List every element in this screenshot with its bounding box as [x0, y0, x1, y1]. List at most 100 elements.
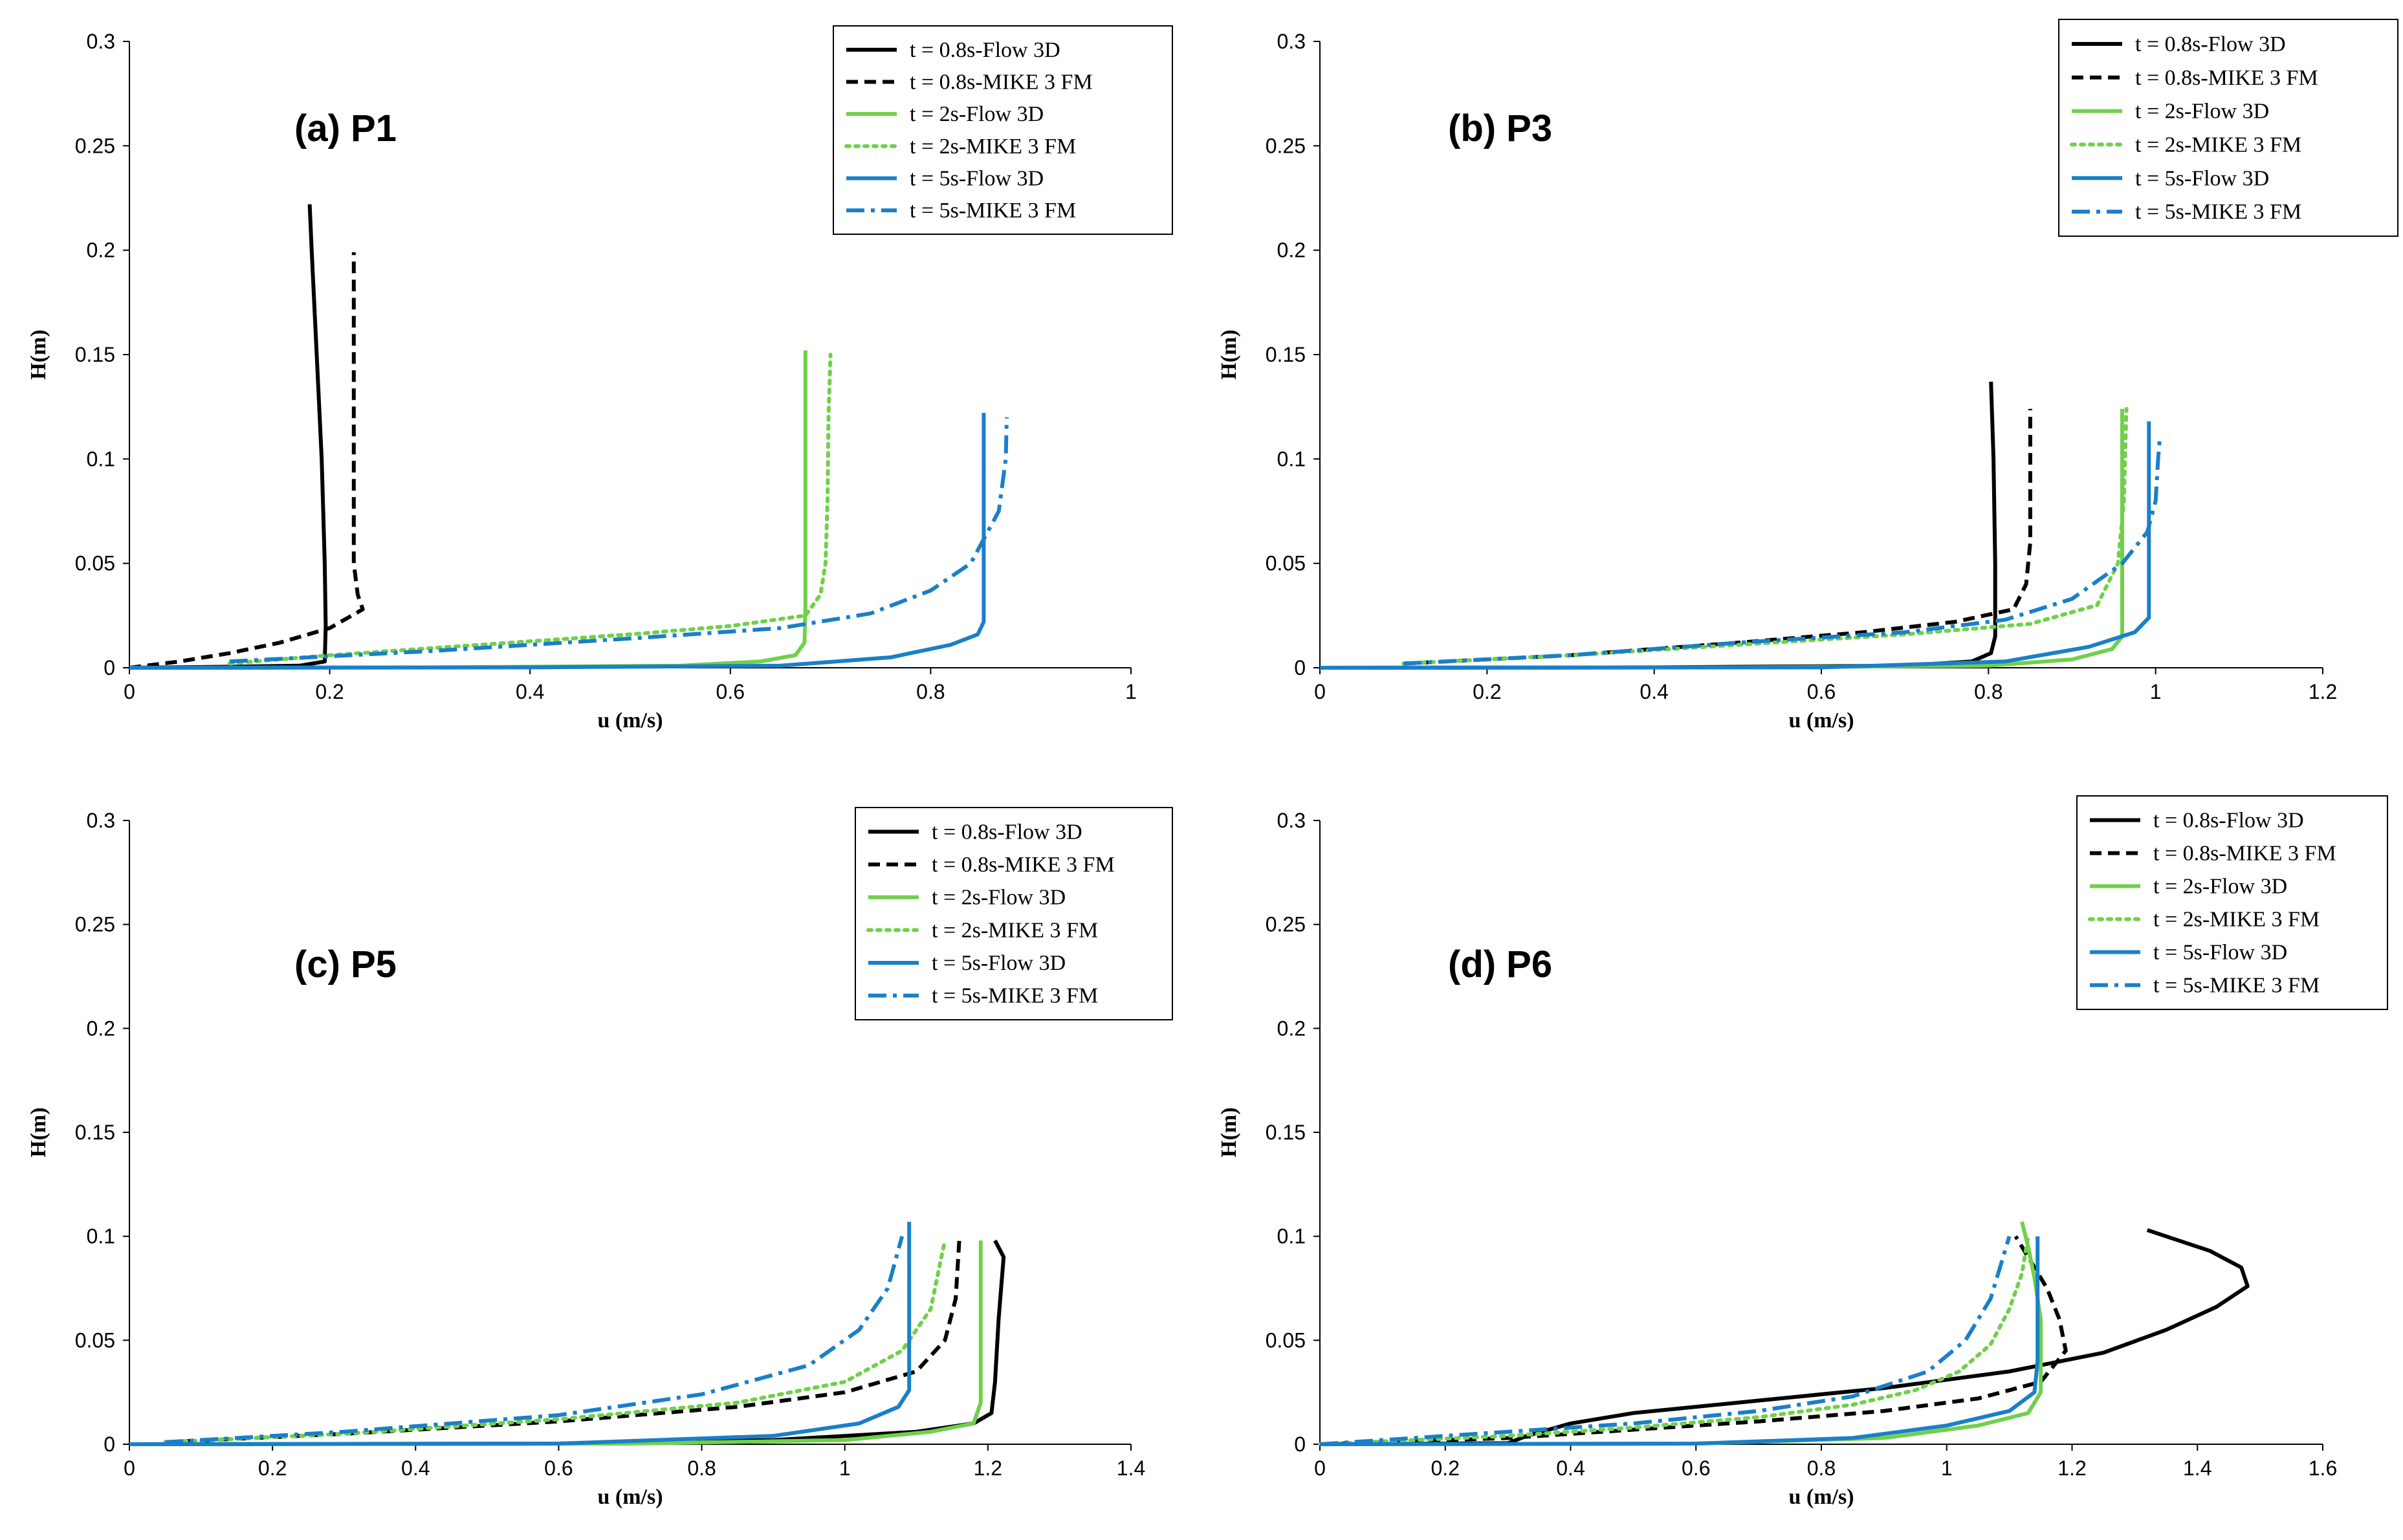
series-line-4	[163, 1238, 947, 1444]
x-tick-label: 0.4	[1556, 1457, 1585, 1480]
x-tick-label: 0.8	[1807, 1457, 1836, 1480]
y-tick-label: 0.3	[1277, 809, 1306, 832]
legend-label: t = 2s-MIKE 3 FM	[932, 918, 1098, 942]
series-line-2	[1403, 408, 2032, 666]
x-tick-label: 1.4	[2183, 1457, 2211, 1480]
x-tick-label: 1.2	[974, 1457, 1002, 1480]
x-axis-label: u (m/s)	[597, 709, 663, 732]
series-line-5	[1319, 421, 2151, 670]
legend-label: t = 2s-Flow 3D	[932, 886, 1066, 910]
y-tick-label: 0.3	[87, 30, 115, 53]
legend-label: t = 5s-MIKE 3 FM	[932, 984, 1098, 1008]
legend-label: t = 0.8s-MIKE 3 FM	[2153, 842, 2336, 866]
legend: t = 0.8s-Flow 3D t = 0.8s-MIKE 3 FM t = 2s…	[2058, 19, 2398, 237]
x-tick-label: 0	[124, 1457, 135, 1480]
x-tick-label: 1	[839, 1457, 851, 1480]
legend-label: t = 5s-Flow 3D	[2135, 166, 2269, 190]
y-tick-label: 0.25	[1266, 913, 1306, 936]
panel-title: (b) P3	[1448, 107, 1552, 149]
x-tick-label: 1.2	[2309, 680, 2337, 703]
chart-panel-4: 0 0.05 0.1 0.15 0.2 0.25 0.3 0 0.2 0.4 0.6 0.8 1 1.2 1…	[1217, 795, 2388, 1509]
x-tick-label: 0.8	[1974, 680, 2003, 703]
series-line-6	[1403, 437, 2162, 666]
legend-label: t = 0.8s-MIKE 3 FM	[932, 853, 1115, 877]
legend-label: t = 2s-Flow 3D	[2153, 875, 2287, 899]
panel-title: (d) P6	[1448, 943, 1552, 985]
y-tick-label: 0.15	[1266, 1121, 1306, 1144]
y-tick-label: 0	[104, 656, 115, 679]
series-line-1	[129, 204, 328, 670]
y-tick-label: 0.15	[75, 343, 115, 366]
y-tick-label: 0	[1294, 656, 1306, 679]
y-tick-label: 0.3	[1277, 30, 1306, 53]
legend-label: t = 2s-Flow 3D	[910, 102, 1044, 126]
x-axis-label: u (m/s)	[1788, 709, 1854, 732]
legend-label: t = 2s-MIKE 3 FM	[2135, 133, 2301, 157]
x-axis-label: u (m/s)	[597, 1485, 663, 1509]
y-tick-label: 0	[1294, 1433, 1306, 1456]
legend-box	[855, 807, 1173, 1020]
x-tick-label: 0.6	[1682, 1457, 1710, 1480]
y-tick-label: 0.2	[87, 1017, 115, 1040]
y-tick-label: 0.2	[1277, 1017, 1306, 1040]
x-tick-label: 0	[1314, 680, 1326, 703]
series-line-5	[129, 413, 986, 670]
series-line-2	[129, 252, 365, 670]
series-line-6	[229, 417, 1009, 664]
y-axis-label: H(m)	[27, 1107, 50, 1157]
x-tick-label: 0.8	[916, 680, 945, 703]
series-line-4	[227, 353, 833, 666]
legend-label: t = 5s-Flow 3D	[932, 951, 1066, 975]
x-tick-label: 1	[2150, 680, 2162, 703]
y-tick-label: 0.05	[75, 552, 115, 575]
x-tick-label: 1.2	[2057, 1457, 2086, 1480]
legend-label: t = 2s-Flow 3D	[2135, 100, 2269, 124]
y-tick-label: 0.05	[75, 1328, 115, 1352]
y-tick-label: 0	[104, 1433, 115, 1456]
y-tick-label: 0.05	[1266, 552, 1306, 575]
series-line-2	[165, 1240, 961, 1444]
legend-box	[2076, 795, 2388, 1010]
legend-label: t = 5s-MIKE 3 FM	[2153, 974, 2320, 998]
series-line-1	[1319, 381, 1997, 670]
x-tick-label: 0.6	[544, 1457, 573, 1480]
series-line-4	[1401, 406, 2129, 666]
legend-box	[2058, 19, 2398, 237]
series-line-3	[1319, 408, 2124, 670]
legend-label: t = 2s-MIKE 3 FM	[910, 135, 1076, 159]
x-tick-label: 0.4	[401, 1457, 430, 1480]
x-tick-label: 0.2	[258, 1457, 287, 1480]
series-line-5	[1319, 1236, 2040, 1446]
panel-title: (c) P5	[294, 943, 397, 985]
y-tick-label: 0.1	[87, 1225, 115, 1248]
legend-label: t = 5s-MIKE 3 FM	[910, 199, 1076, 223]
y-axis-label: H(m)	[1217, 329, 1241, 379]
y-tick-label: 0.1	[87, 447, 115, 470]
legend-label: t = 0.8s-Flow 3D	[910, 38, 1060, 62]
x-tick-label: 0.2	[1431, 1457, 1460, 1480]
chart-panel-2: 0 0.05 0.1 0.15 0.2 0.25 0.3 0 0.2 0.4 0.6 0.8 1 1.2 u…	[1217, 19, 2398, 732]
series-line-6	[1319, 1235, 2012, 1446]
legend-label: t = 0.8s-Flow 3D	[932, 820, 1082, 844]
legend-label: t = 0.8s-Flow 3D	[2153, 809, 2304, 833]
legend-label: t = 0.8s-Flow 3D	[2135, 32, 2286, 56]
y-tick-label: 0.2	[1277, 239, 1306, 262]
y-tick-label: 0.25	[75, 913, 115, 936]
x-tick-label: 0.6	[1807, 680, 1836, 703]
x-tick-label: 0.2	[1473, 680, 1501, 703]
x-tick-label: 0.8	[687, 1457, 716, 1480]
y-axis-label: H(m)	[1217, 1107, 1241, 1157]
panel-title: (a) P1	[294, 107, 397, 149]
y-tick-label: 0.3	[87, 809, 115, 832]
legend: t = 0.8s-Flow 3D t = 0.8s-MIKE 3 FM t = 2s…	[833, 25, 1173, 235]
chart-panel-3: 0 0.05 0.1 0.15 0.2 0.25 0.3 0 0.2 0.4 0.6 0.8 1 1.2 1…	[27, 807, 1173, 1509]
y-tick-label: 0.25	[1266, 134, 1306, 157]
x-tick-label: 1	[1941, 1457, 1953, 1480]
x-tick-label: 0.4	[516, 680, 544, 703]
y-tick-label: 0.1	[1277, 1225, 1306, 1248]
x-tick-label: 1.6	[2309, 1457, 2337, 1480]
x-tick-label: 0	[124, 680, 135, 703]
legend-box	[833, 25, 1173, 235]
legend-label: t = 0.8s-MIKE 3 FM	[910, 71, 1093, 94]
